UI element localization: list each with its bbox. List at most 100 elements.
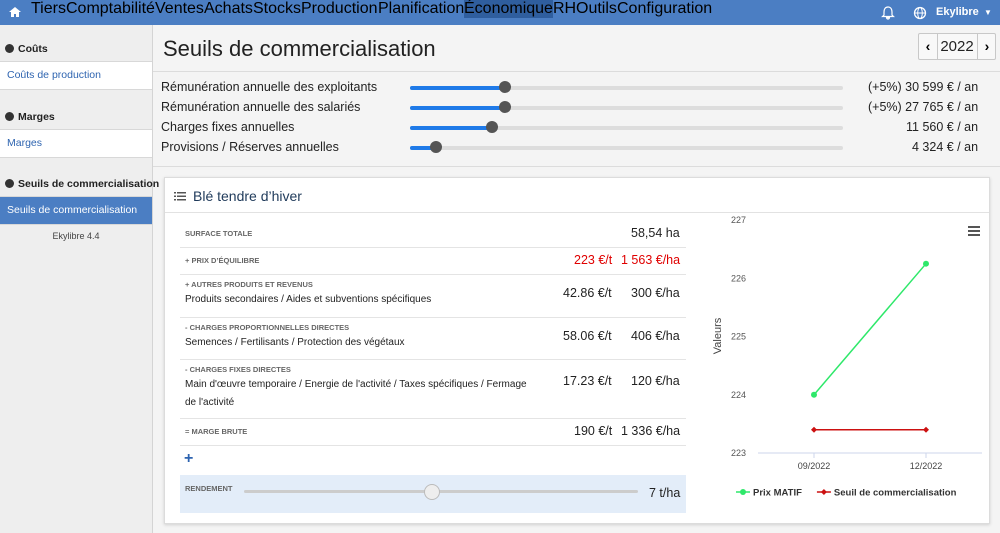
row-label: + AUTRES PRODUITS ET REVENUS <box>185 280 313 289</box>
row-detail: Produits secondaires / Aides et subventi… <box>185 294 432 305</box>
list-icon <box>174 192 186 201</box>
value-per-ha: 58,54 ha <box>631 226 680 240</box>
add-button[interactable]: + <box>184 450 194 467</box>
y-axis-label: Valeurs <box>712 317 724 354</box>
nav-item[interactable]: Comptabilité <box>66 0 155 17</box>
slider-knob[interactable] <box>499 101 512 113</box>
y-tick-label: 224 <box>731 390 746 400</box>
value-per-t: 17.23 €/t <box>563 374 612 388</box>
nav-item[interactable]: Ventes <box>155 0 204 17</box>
nav-item[interactable]: Outils <box>576 0 617 17</box>
nav-item[interactable]: Achats <box>204 0 253 17</box>
section-icon <box>5 179 14 188</box>
row-label: - CHARGES FIXES DIRECTES <box>185 365 291 374</box>
table-row: + AUTRES PRODUITS ET REVENUS Produits sec… <box>180 274 686 318</box>
slider-label: Rémunération annuelle des exploitants <box>161 80 378 94</box>
sidebar-link[interactable]: Seuils de commercialisation <box>7 204 138 216</box>
version: Ekylibre 4.4 <box>52 231 100 241</box>
row-label: = MARGE BRUTE <box>185 427 248 436</box>
sidebar-link-box[interactable]: Seuils de commercialisation <box>0 196 152 225</box>
row-label: SURFACE TOTALE <box>185 229 253 238</box>
row-label: - CHARGES PROPORTIONNELLES DIRECTES <box>185 323 350 332</box>
slider-label: Charges fixes annuelles <box>161 120 295 134</box>
slider-track <box>410 121 843 133</box>
slider-knob[interactable] <box>486 121 499 133</box>
rendement-track <box>244 484 638 500</box>
value-per-t: 58.06 €/t <box>563 329 612 343</box>
sidebar-link[interactable]: Coûts de production <box>7 69 101 81</box>
y-tick-label: 226 <box>731 273 746 283</box>
slider-fill <box>410 86 506 90</box>
slider-label: Provisions / Réserves annuelles <box>161 140 339 154</box>
slider-value: (+5%) 27 765 € / an <box>868 100 979 114</box>
caret: ▼ <box>984 8 992 17</box>
home-icon[interactable] <box>8 6 22 18</box>
next-year[interactable]: › <box>977 34 996 59</box>
rendement-knob[interactable] <box>424 484 440 500</box>
slider-track <box>410 101 843 113</box>
value-per-ha: 406 €/ha <box>631 329 680 343</box>
sidebar: Coûts Coûts de production Marges Marges Seui… <box>0 25 159 533</box>
nav-item[interactable]: Économique <box>464 0 553 18</box>
value-per-t: 42.86 €/t <box>563 286 612 300</box>
page-title: Seuils de commercialisation <box>163 36 436 61</box>
legend-marker <box>820 489 827 495</box>
nav-item[interactable]: Production <box>301 0 378 17</box>
legend-label: Prix MATIF <box>753 488 802 499</box>
legend-label: Seuil de commercialisation <box>834 488 957 499</box>
slider-fill <box>410 126 493 130</box>
x-tick-label: 12/2022 <box>910 461 943 471</box>
menu-icon[interactable] <box>968 226 980 236</box>
top-nav: Tiers Comptabilité Ventes Achats Stocks Produ… <box>0 0 1000 25</box>
value-per-ha: 300 €/ha <box>631 286 680 300</box>
legend-marker <box>740 489 746 495</box>
slider-knob[interactable] <box>499 81 512 93</box>
year: 2022 <box>940 38 974 55</box>
rendement-row: RENDEMENT 7 t/ha <box>180 475 686 513</box>
nav-item[interactable]: Planification <box>378 0 465 17</box>
divider <box>165 212 989 213</box>
table-row: - CHARGES PROPORTIONNELLES DIRECTES Semen… <box>180 317 686 360</box>
section-icon <box>5 44 14 53</box>
value-per-ha: 1 563 €/ha <box>621 253 681 267</box>
slider-knob[interactable] <box>429 141 442 153</box>
sidebar-link-box[interactable]: Marges <box>0 129 152 158</box>
user-menu[interactable]: Ekylibre <box>936 6 979 18</box>
chart: Valeurs 223 224 225 226 227 09/2022 12/2022 Pri… <box>712 215 982 499</box>
y-tick-label: 223 <box>731 448 746 458</box>
row-detail: Main d'œuvre temporaire / Energie de l'a… <box>185 379 527 408</box>
slider-fill <box>410 146 436 150</box>
slider-track <box>410 81 843 93</box>
value-per-t: 190 €/t <box>574 424 613 438</box>
nav-item[interactable]: Stocks <box>253 0 302 17</box>
table-row: - CHARGES FIXES DIRECTES Main d'œuvre tem… <box>180 359 686 419</box>
year-selector: ‹ 2022 › <box>918 33 996 60</box>
nav-item[interactable]: Configuration <box>617 0 713 17</box>
row-label: + PRIX D’ÉQUILIBRE <box>185 256 260 265</box>
slider-value: (+5%) 30 599 € / an <box>868 80 979 94</box>
nav-item[interactable]: RH <box>553 0 577 17</box>
slider-track <box>410 141 843 153</box>
x-tick-label: 09/2022 <box>798 461 831 471</box>
prev-year[interactable]: ‹ <box>919 34 938 59</box>
section-title: Coûts <box>18 43 48 55</box>
table-row: = MARGE BRUTE 190 €/t 1 336 €/ha <box>180 418 686 446</box>
divider <box>153 166 1000 167</box>
globe-icon[interactable] <box>913 6 927 20</box>
slider-label: Rémunération annuelle des salariés <box>161 100 361 114</box>
sidebar-link[interactable]: Marges <box>7 137 43 149</box>
sidebar-link-box[interactable]: Coûts de production <box>0 61 152 90</box>
bell-icon[interactable] <box>881 6 895 20</box>
series-line <box>813 263 927 396</box>
value-per-ha: 1 336 €/ha <box>621 424 681 438</box>
section-icon <box>5 112 14 121</box>
y-tick-label: 225 <box>731 332 746 342</box>
divider <box>153 71 1000 72</box>
nav-item[interactable]: Tiers <box>31 0 66 17</box>
table-row: + PRIX D’ÉQUILIBRE 223 €/t 1 563 €/ha <box>180 247 686 275</box>
card-title: Blé tendre d’hiver <box>193 188 302 204</box>
value-per-t: 223 €/t <box>574 253 613 267</box>
point <box>811 391 817 398</box>
section-title: Marges <box>18 111 55 123</box>
